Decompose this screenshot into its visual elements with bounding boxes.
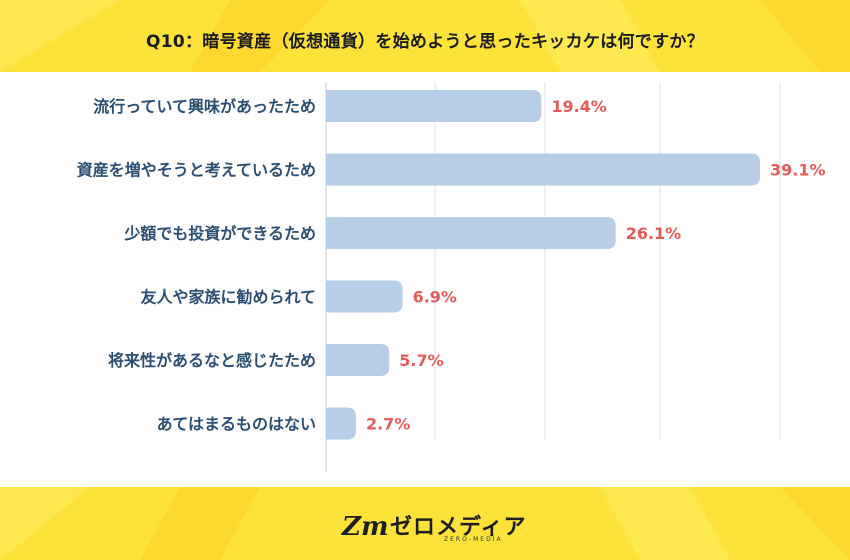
bar-5	[326, 407, 356, 440]
bar-4	[326, 344, 390, 376]
bar-2	[326, 217, 616, 249]
bar-0	[326, 90, 542, 122]
header-banner: Q10：暗号資産（仮想通貨）を始めようと思ったキッカケは何ですか？	[0, 0, 850, 72]
category-label: 流行っていて興味があったため	[93, 97, 316, 116]
value-label: 6.9%	[413, 288, 457, 307]
footer-rays-decoration	[0, 487, 850, 560]
value-label: 26.1%	[626, 224, 682, 243]
category-label: 少額でも投資ができるため	[123, 224, 316, 243]
category-label: 友人や家族に勧められて	[140, 288, 316, 307]
logo-mark-icon: Zm	[341, 512, 388, 542]
bar-chart: 流行っていて興味があったため 19.4% 資産を増やそうと考えているため 39.1% 少…	[77, 82, 826, 472]
value-label: 19.4%	[551, 97, 607, 116]
logo-mark-text: Zm	[341, 512, 388, 542]
logo-text: ゼロメディア	[390, 515, 527, 540]
category-label: 資産を増やそうと考えているため	[77, 161, 316, 180]
chart-title: Q10：暗号資産（仮想通貨）を始めようと思ったキッカケは何ですか？	[145, 32, 704, 52]
logo-subtext: ZERO-MEDIA	[444, 536, 503, 543]
value-label: 5.7%	[399, 351, 443, 370]
category-label: あてはまるものはない	[157, 415, 316, 434]
value-label: 2.7%	[366, 415, 410, 434]
bar-1	[326, 153, 761, 186]
bar-3	[326, 280, 403, 313]
value-label: 39.1%	[770, 161, 826, 180]
category-label: 将来性があるなと感じたため	[108, 351, 316, 370]
header-rays-decoration	[0, 0, 850, 72]
footer-banner	[0, 487, 850, 560]
zero-media-logo: Zm ゼロメディア ZERO-MEDIA	[340, 505, 525, 549]
